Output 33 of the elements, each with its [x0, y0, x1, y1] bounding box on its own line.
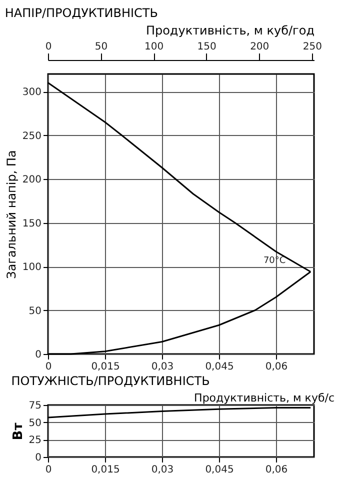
y-tick-label: 250 [22, 130, 42, 142]
y-tick-label: 50 [28, 306, 42, 317]
x-tick-label: 0 [45, 464, 52, 476]
x-tick-label: 0,06 [265, 464, 288, 476]
x2-tick-label: 50 [94, 42, 108, 52]
x-tick-label: 0,015 [91, 464, 120, 476]
x-tick-label: 0,015 [91, 362, 120, 372]
x2-tick-label: 200 [250, 42, 270, 52]
x-tick-label: 0 [45, 362, 52, 372]
y-tick-label: 150 [22, 218, 42, 230]
x-tick-label: 0,03 [151, 464, 174, 476]
y-tick-label: 200 [22, 174, 42, 186]
chart-title: НАПІР/ПРОДУКТИВНІСТЬ [4, 6, 158, 20]
x-tick-label: 0,06 [265, 362, 288, 372]
y-tick-label: 0 [35, 452, 42, 464]
y-tick-label: 300 [22, 87, 42, 98]
y-tick-label: 25 [28, 435, 42, 446]
x2-tick-label: 150 [197, 42, 216, 52]
y-tick-label: 50 [28, 418, 42, 429]
x2-tick-label: 100 [144, 42, 164, 52]
y-tick-label: 0 [35, 350, 42, 360]
y-tick-label: 75 [28, 400, 42, 412]
x2-tick-label: 250 [302, 42, 322, 52]
x-tick-label: 0,045 [205, 362, 234, 372]
y-axis-title: Загальний напір, Па [4, 150, 18, 279]
x2-tick-label: 0 [45, 42, 52, 52]
chart-title: ПОТУЖНІСТЬ/ПРОДУКТИВНІСТЬ [11, 374, 210, 388]
y-axis-title: Вт [10, 422, 26, 440]
x-tick-label: 0,045 [205, 464, 234, 476]
x-axis-title: Продуктивність, м куб/с [194, 392, 334, 404]
y-tick-label: 100 [22, 262, 42, 273]
x-tick-label: 0,03 [151, 362, 174, 372]
x2-axis-title: Продуктивність, м куб/год [146, 24, 314, 38]
